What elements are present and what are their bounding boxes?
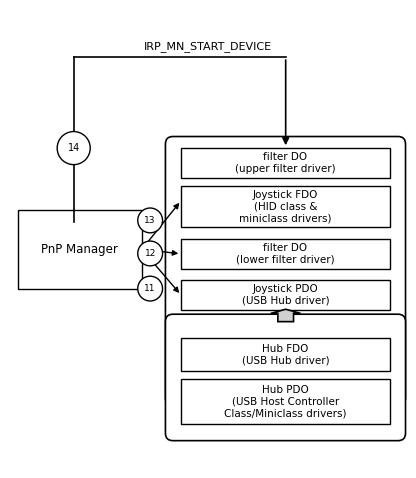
Text: filter DO
(lower filter driver): filter DO (lower filter driver) [236, 243, 335, 265]
Text: Joystick FDO
(HID class &
miniclass drivers): Joystick FDO (HID class & miniclass driv… [239, 190, 332, 223]
Text: 14: 14 [67, 143, 80, 153]
Polygon shape [271, 309, 301, 322]
Text: 11: 11 [144, 284, 156, 293]
Bar [181, 338, 390, 371]
Circle shape [138, 241, 163, 266]
Text: 13: 13 [144, 216, 156, 225]
Bar [181, 148, 390, 178]
FancyBboxPatch shape [166, 137, 406, 405]
Bar [181, 239, 390, 269]
Circle shape [138, 208, 163, 233]
FancyBboxPatch shape [166, 314, 406, 441]
Bar [181, 280, 390, 310]
Bar [181, 380, 390, 424]
Text: Joystick PDO
(USB Hub driver): Joystick PDO (USB Hub driver) [242, 284, 329, 306]
Circle shape [57, 131, 90, 164]
Text: IRP_MN_START_DEVICE: IRP_MN_START_DEVICE [144, 42, 272, 52]
Bar [18, 210, 142, 289]
Text: Hub PDO
(USB Host Controller
Class/Miniclass drivers): Hub PDO (USB Host Controller Class/Minic… [224, 385, 347, 418]
Text: filter DO
(upper filter driver): filter DO (upper filter driver) [235, 152, 336, 174]
Bar [181, 186, 390, 228]
Text: Hub FDO
(USB Hub driver): Hub FDO (USB Hub driver) [242, 344, 329, 366]
Text: PnP Manager: PnP Manager [42, 243, 118, 256]
Circle shape [138, 276, 163, 301]
Text: 12: 12 [144, 249, 156, 258]
